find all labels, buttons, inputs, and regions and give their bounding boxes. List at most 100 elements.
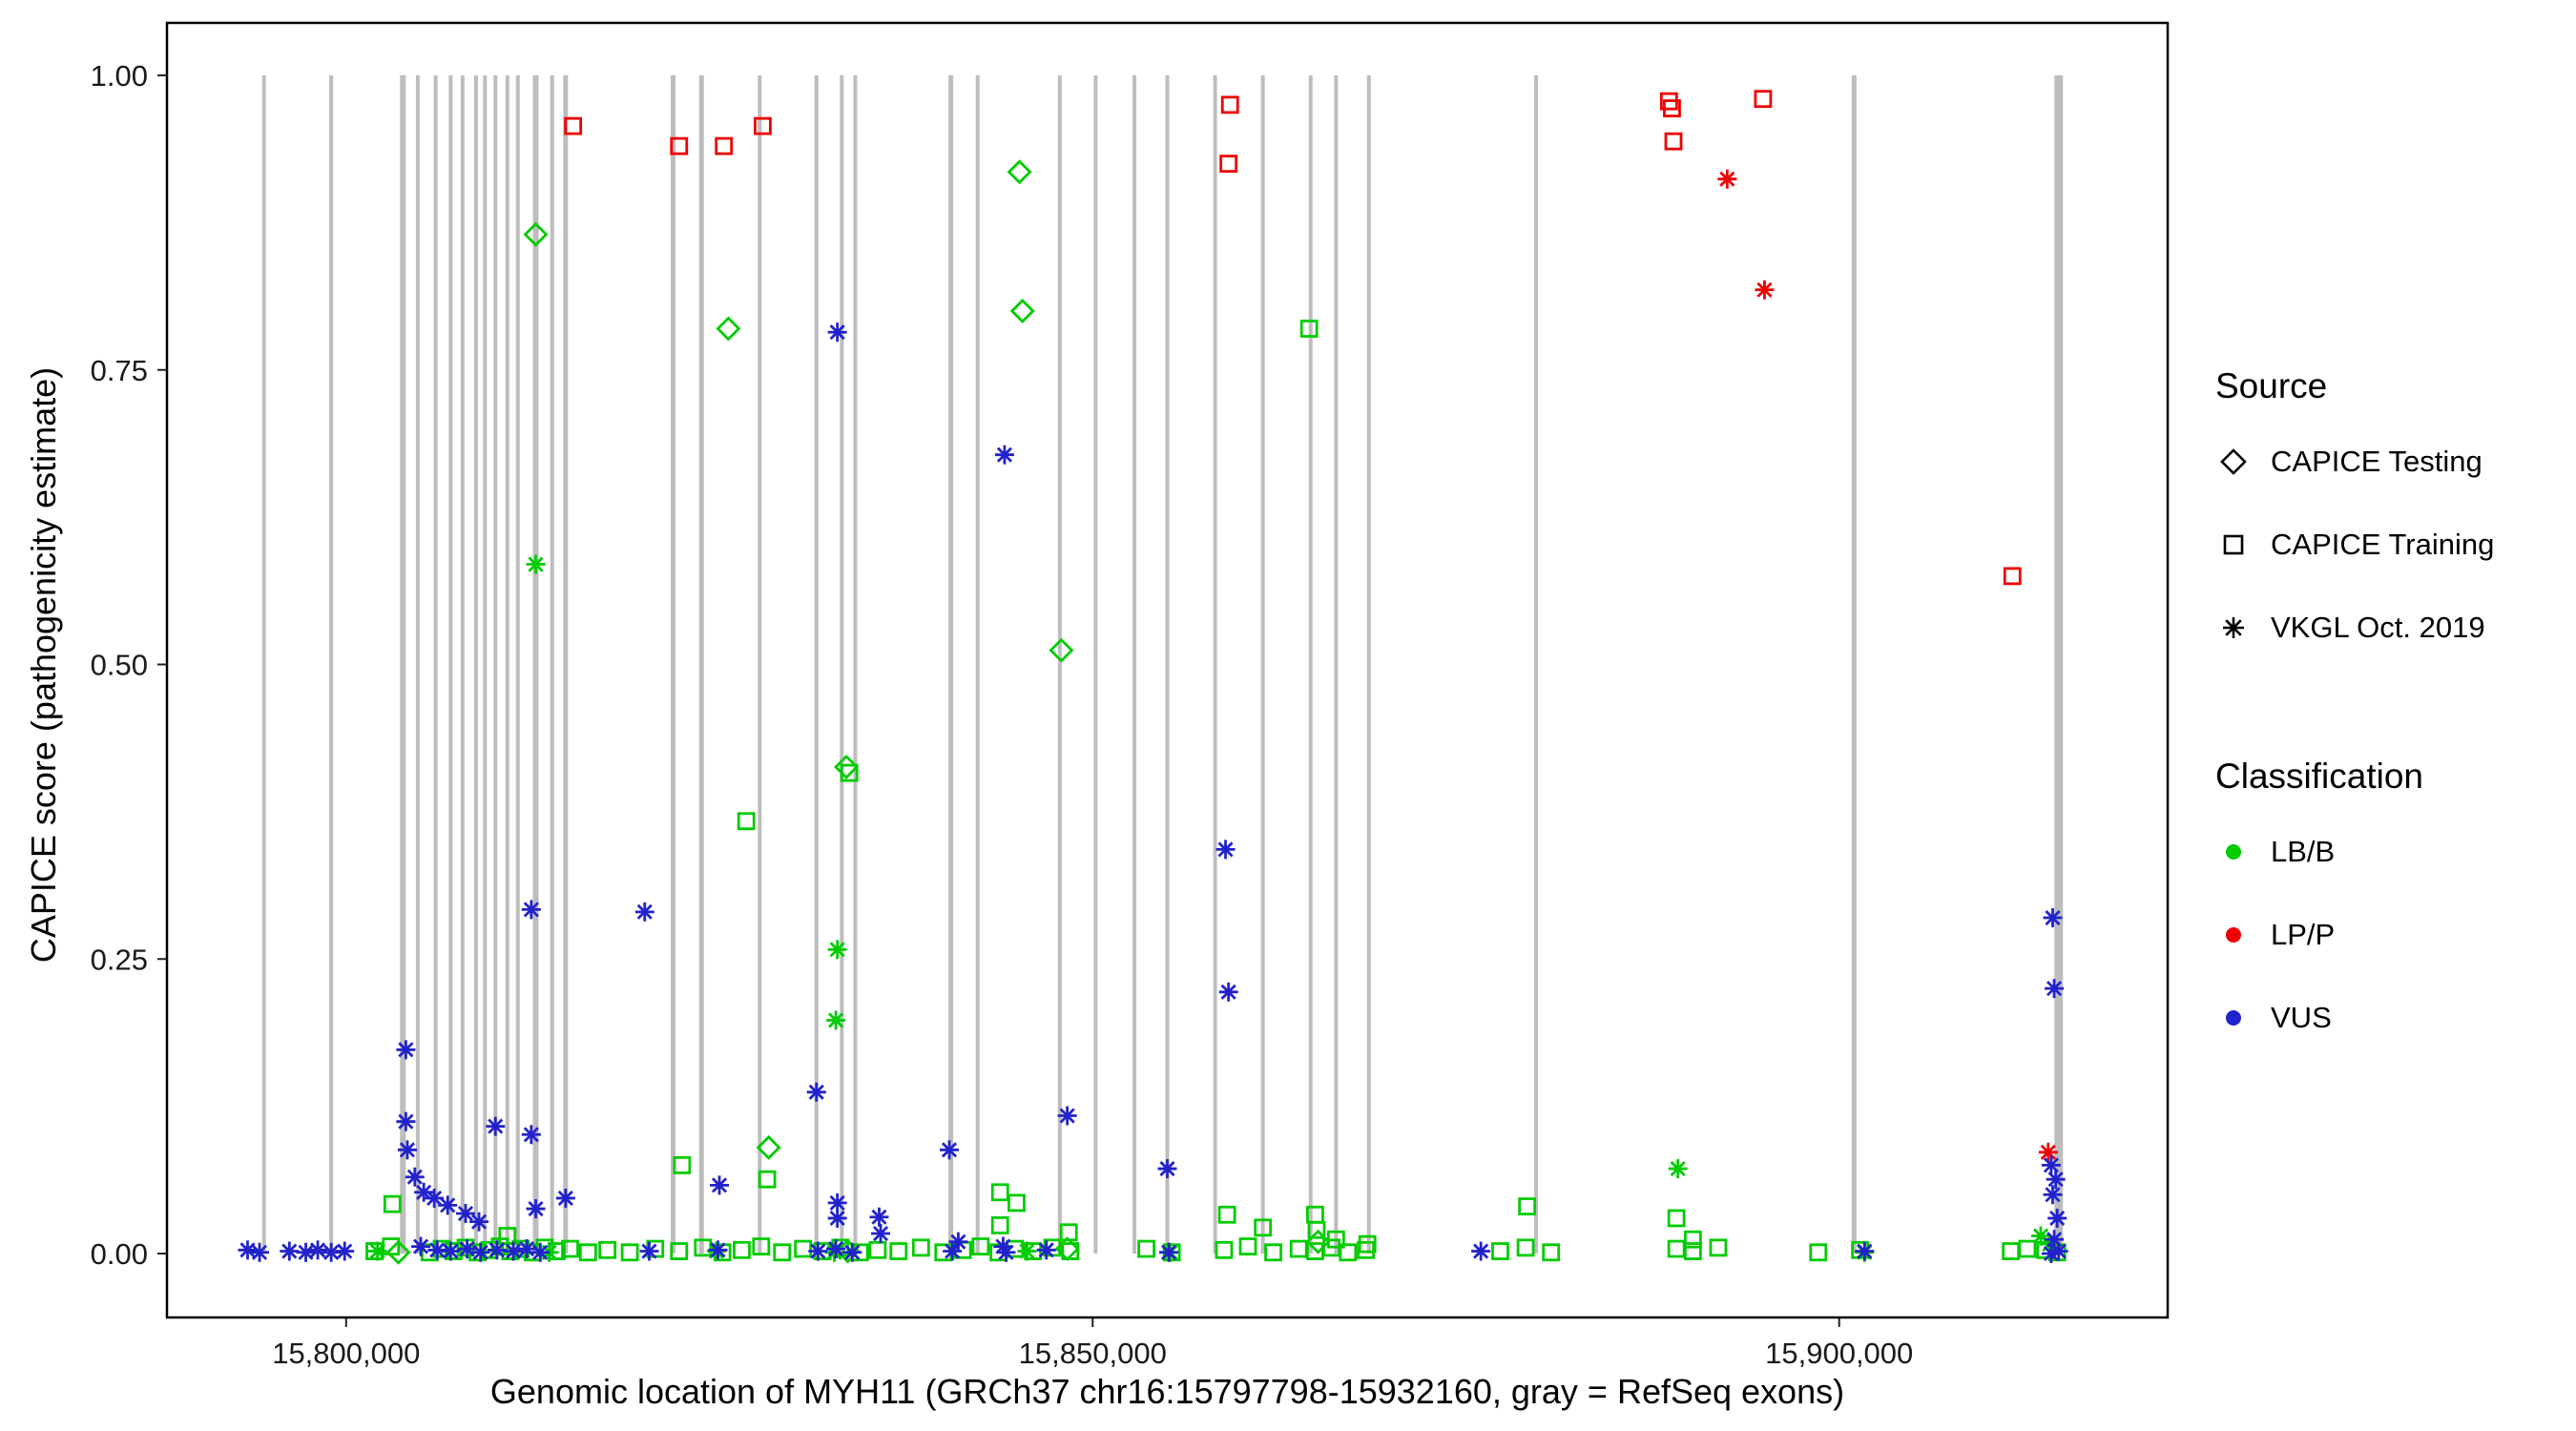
data-point <box>1007 159 1032 185</box>
data-point <box>521 900 541 920</box>
data-point <box>737 812 756 831</box>
data-point <box>1036 1240 1056 1260</box>
legend-classification: Classification LB/B LP/P VUS <box>2215 743 2494 1059</box>
data-point <box>943 1241 963 1261</box>
data-point <box>1009 299 1035 323</box>
data-point <box>1664 132 1683 151</box>
data-point <box>1357 1240 1376 1259</box>
data-point <box>1157 1159 1177 1179</box>
data-point <box>411 1236 431 1256</box>
data-point <box>2046 1170 2066 1190</box>
data-point <box>1542 1243 1561 1262</box>
legend-item-capice-testing: CAPICE Testing <box>2215 420 2494 503</box>
legend-source: Source CAPICE Testing CAPICE Training <box>2215 353 2494 669</box>
data-point <box>1683 1242 1702 1260</box>
x-tick-label: 15,900,000 <box>1765 1337 1913 1370</box>
data-point <box>296 1242 316 1262</box>
data-point <box>758 1170 777 1189</box>
data-point <box>1137 1239 1155 1258</box>
legend-item-label: CAPICE Training <box>2271 527 2495 561</box>
data-point <box>1755 280 1775 300</box>
x-axis-label: Genomic location of MYH11 (GRCh37 chr16:… <box>489 1372 1845 1411</box>
data-point <box>1667 1239 1686 1258</box>
data-point <box>2038 1142 2058 1162</box>
data-point <box>1358 1234 1377 1254</box>
legend-item-capice-training: CAPICE Training <box>2215 503 2494 586</box>
data-point <box>1219 155 1238 174</box>
data-point <box>806 1082 826 1102</box>
data-point <box>441 1241 461 1261</box>
data-point <box>871 1224 891 1244</box>
data-point <box>1809 1243 1828 1262</box>
data-point <box>754 116 772 135</box>
data-point <box>869 1207 889 1227</box>
data-point <box>385 1239 411 1265</box>
legend-item-vus: VUS <box>2215 976 2494 1059</box>
data-point <box>827 1192 847 1213</box>
data-point <box>2030 1226 2050 1246</box>
data-point <box>990 1215 1009 1234</box>
data-point <box>335 1241 355 1261</box>
data-point <box>670 1242 689 1260</box>
data-point <box>990 1183 1009 1202</box>
data-point <box>1238 1237 1257 1255</box>
data-point <box>397 1140 417 1160</box>
diamond-icon <box>2220 447 2247 475</box>
data-point <box>438 1195 458 1215</box>
data-point <box>673 1155 692 1174</box>
legend: Source CAPICE Testing CAPICE Training <box>2215 353 2494 1059</box>
legend-item-label: VUS <box>2271 1000 2332 1034</box>
data-point <box>405 1167 425 1187</box>
data-point <box>752 1237 771 1255</box>
data-point <box>530 1242 551 1262</box>
data-point <box>1218 982 1238 1002</box>
data-point <box>1491 1242 1509 1260</box>
green-dot-icon <box>2226 843 2241 860</box>
data-point <box>578 1243 597 1262</box>
data-point <box>1754 90 1773 109</box>
data-point <box>1057 1106 1077 1126</box>
red-dot-icon <box>2226 926 2241 943</box>
data-point <box>1220 95 1239 114</box>
data-point <box>1709 1238 1728 1257</box>
data-point <box>1683 1230 1702 1249</box>
data-point <box>1471 1241 1491 1261</box>
data-point <box>1667 1209 1686 1228</box>
data-point <box>1049 637 1074 663</box>
data-point <box>993 1236 1013 1256</box>
data-point <box>1008 1193 1026 1213</box>
data-point <box>457 1239 477 1259</box>
blue-dot-icon <box>2226 1009 2241 1026</box>
legend-item-lbb: LB/B <box>2215 810 2494 893</box>
data-point <box>1254 1218 1273 1237</box>
data-point <box>826 1239 846 1259</box>
data-point <box>639 1241 659 1261</box>
data-point <box>1663 99 1681 117</box>
data-point <box>517 1239 537 1259</box>
data-point <box>2047 1208 2067 1228</box>
data-point <box>470 1242 490 1262</box>
data-point <box>455 1204 475 1224</box>
data-point <box>564 116 583 135</box>
data-point <box>523 221 549 247</box>
legend-item-label: LB/B <box>2271 834 2336 868</box>
data-point <box>634 902 654 922</box>
data-point <box>889 1242 908 1260</box>
data-point <box>940 1140 960 1160</box>
data-point <box>2003 567 2022 586</box>
data-point <box>555 1188 575 1208</box>
y-tick-label: 1.00 <box>91 59 148 93</box>
data-point <box>1307 1220 1326 1239</box>
data-point <box>2043 908 2063 928</box>
data-point <box>840 763 859 782</box>
x-tick-label: 15,800,000 <box>272 1337 420 1370</box>
y-axis-label: CAPICE score (pathogenicity estimate) <box>24 366 63 964</box>
data-point <box>994 445 1014 465</box>
data-point <box>1159 1242 1179 1262</box>
data-point <box>716 316 741 342</box>
data-point <box>1061 1242 1080 1260</box>
legend-classification-title: Classification <box>2215 757 2423 796</box>
data-point <box>694 1238 713 1257</box>
